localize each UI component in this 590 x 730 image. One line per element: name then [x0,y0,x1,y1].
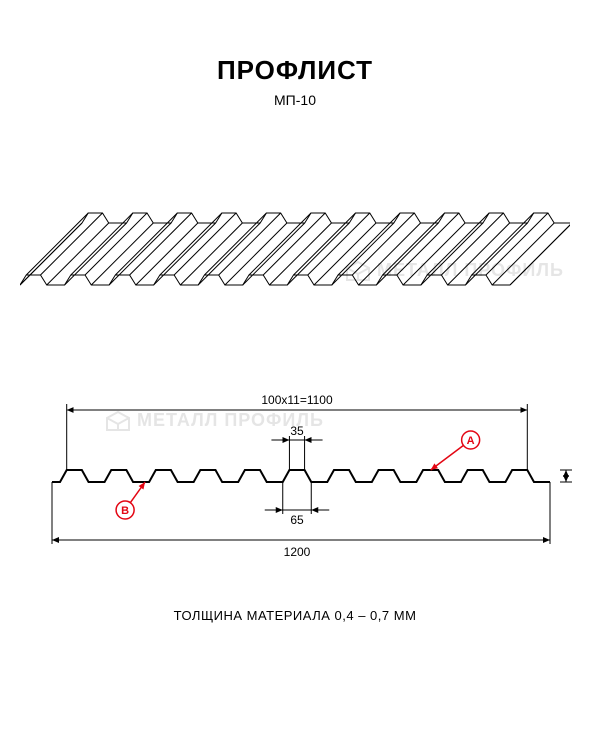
svg-text:A: A [467,435,475,447]
svg-text:1200: 1200 [284,545,311,559]
svg-text:100x11=1100: 100x11=1100 [261,393,333,407]
svg-text:B: B [121,505,129,517]
isometric-view [20,135,570,295]
page-subtitle: МП-10 [0,92,590,108]
cross-section-view: 100x11=1100 35 65 1200 A B [20,370,580,570]
svg-text:65: 65 [290,513,304,527]
svg-text:35: 35 [290,424,304,438]
page-title: ПРОФЛИСТ [0,55,590,86]
thickness-label: ТОЛЩИНА МАТЕРИАЛА 0,4 – 0,7 ММ [0,608,590,623]
